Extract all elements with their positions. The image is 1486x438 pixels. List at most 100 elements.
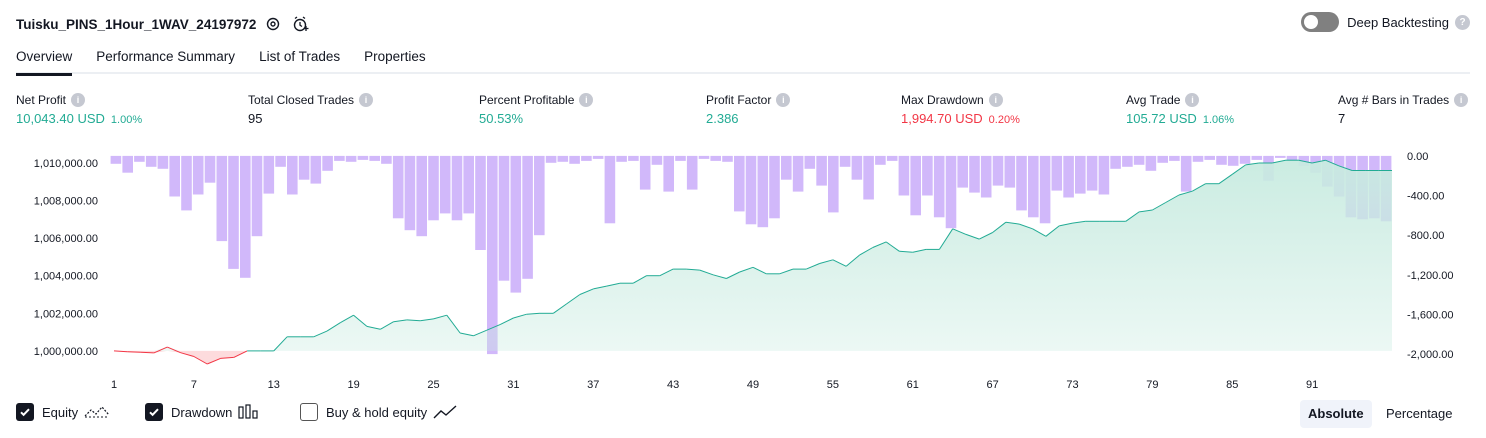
equity-line-segment — [380, 321, 394, 330]
drawdown-bar — [804, 155, 816, 169]
legend-label: Buy & hold equity — [326, 404, 428, 420]
drawdown-bar — [734, 155, 745, 212]
metric-percent: 0.20% — [988, 114, 1020, 126]
deep-backtesting: Deep Backtesting ? — [1301, 12, 1470, 32]
info-icon[interactable]: i — [359, 93, 374, 107]
drawdown-bar — [851, 155, 863, 180]
drawdown-bar — [686, 155, 698, 190]
info-icon[interactable]: i — [1454, 93, 1469, 107]
drawdown-bar — [416, 155, 427, 237]
metric-label: Total Closed Trades — [248, 93, 355, 107]
drawdown-bar — [1028, 155, 1039, 218]
equity-line-segment — [167, 346, 181, 354]
x-axis-tick-label: 31 — [507, 379, 519, 391]
drawdown-bar — [345, 155, 357, 162]
tab-overview[interactable]: Overview — [16, 46, 73, 76]
legend-drawdown[interactable]: Drawdown — [145, 403, 260, 421]
checkbox-checked-icon[interactable] — [16, 403, 34, 421]
header: Tuisku_PINS_1Hour_1WAV_24197972 — [16, 12, 312, 36]
metric-label: Avg # Bars in Trades — [1338, 93, 1450, 107]
drawdown-bar — [639, 155, 651, 190]
equity-line-segment — [566, 294, 581, 305]
x-axis-tick-label: 67 — [986, 379, 998, 391]
drawdown-bar — [781, 155, 792, 180]
equity-line-segment — [965, 233, 980, 240]
drawdown-bar — [1145, 155, 1157, 171]
drawdown-bar — [839, 155, 851, 167]
drawdown-bar — [1016, 155, 1027, 211]
help-icon[interactable]: ? — [1455, 14, 1470, 30]
equity-line-segment — [526, 312, 541, 315]
deep-backtesting-toggle[interactable] — [1301, 12, 1340, 32]
equity-line-segment — [1178, 190, 1193, 196]
info-icon[interactable]: i — [1185, 93, 1200, 107]
legend-buy-hold[interactable]: Buy & hold equity — [300, 403, 457, 421]
tab-list-of-trades[interactable]: List of Trades — [259, 49, 341, 64]
metric-label: Net Profit — [16, 93, 67, 107]
drawdown-bar — [945, 155, 957, 229]
info-icon[interactable]: i — [579, 93, 594, 107]
drawdown-bar — [545, 155, 557, 163]
add-alert-icon[interactable] — [290, 13, 312, 35]
equity-line-segment — [1338, 165, 1353, 171]
equity-line-segment — [1232, 164, 1246, 175]
percentage-button[interactable]: Percentage — [1386, 406, 1453, 421]
equity-line-segment — [393, 319, 407, 323]
equity-line-segment — [1059, 222, 1073, 227]
x-axis-tick-label: 91 — [1306, 379, 1318, 391]
equity-line-segment — [1165, 194, 1180, 203]
settings-icon[interactable] — [262, 13, 284, 35]
info-icon[interactable]: i — [776, 93, 791, 107]
drawdown-bar — [228, 155, 239, 269]
equity-line-segment — [273, 336, 288, 352]
equity-drawdown-chart[interactable]: 1,010,000.00 1,008,000.00 1,006,000.00 1,00… — [0, 140, 1486, 392]
drawdown-bar — [1063, 155, 1074, 198]
info-icon[interactable]: i — [71, 93, 86, 107]
drawdown-bar — [1239, 155, 1251, 164]
equity-line-segment — [659, 268, 674, 277]
metric-label: Profit Factor — [706, 93, 772, 107]
equity-line-segment — [752, 266, 767, 275]
drawdown-bar — [522, 155, 533, 279]
drawdown-bar — [616, 155, 627, 162]
drawdown-bar — [957, 155, 968, 188]
metric-net-profit: Net Profit i 10,043.40 USD 1.00% — [16, 93, 142, 126]
tab-performance-summary[interactable]: Performance Summary — [96, 49, 236, 64]
equity-line-segment — [220, 356, 234, 359]
info-icon[interactable]: i — [988, 93, 1003, 107]
deep-backtesting-label: Deep Backtesting — [1347, 14, 1449, 30]
drawdown-bar — [334, 155, 345, 161]
equity-line-segment — [553, 303, 567, 314]
equity-line-segment — [1245, 162, 1259, 166]
checkbox-checked-icon[interactable] — [145, 403, 163, 421]
drawdown-bar — [1204, 155, 1215, 160]
drawdown-bar — [722, 155, 733, 162]
tab-properties[interactable]: Properties — [364, 49, 426, 64]
x-axis-tick-label: 25 — [427, 379, 439, 391]
drawdown-bar — [1192, 155, 1204, 162]
drawdown-bar — [263, 155, 275, 194]
equity-line-segment — [180, 352, 195, 357]
equity-line-segment — [1125, 211, 1140, 222]
equity-line-segment — [872, 241, 887, 248]
drawdown-bar — [381, 155, 392, 164]
drawdown-bar — [569, 155, 580, 164]
drawdown-bar — [1110, 155, 1121, 169]
drawdown-bars-icon — [238, 404, 260, 420]
equity-line-segment — [686, 268, 700, 271]
checkbox-unchecked-icon[interactable] — [300, 403, 318, 421]
drawdown-bar — [169, 155, 180, 197]
equity-line-segment — [207, 357, 221, 365]
x-axis-tick-label: 1 — [111, 379, 117, 391]
left-axis-tick-label: 1,006,000.00 — [34, 233, 98, 245]
buy-hold-line-icon — [433, 404, 457, 420]
equity-line-segment — [1152, 202, 1166, 211]
legend-equity[interactable]: Equity — [16, 403, 110, 421]
drawdown-bar — [1039, 155, 1051, 224]
metric-value: 7 — [1338, 111, 1346, 126]
equity-line-segment — [193, 356, 208, 365]
equity-line-segment — [406, 319, 421, 322]
equity-line-segment — [739, 266, 754, 273]
drawdown-bar — [275, 155, 286, 167]
absolute-button[interactable]: Absolute — [1300, 400, 1372, 428]
